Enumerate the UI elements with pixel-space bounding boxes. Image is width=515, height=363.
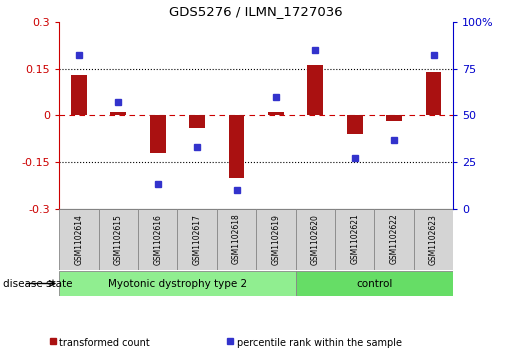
Text: Myotonic dystrophy type 2: Myotonic dystrophy type 2: [108, 278, 247, 289]
Bar: [374, 209, 414, 270]
Text: GSM1102620: GSM1102620: [311, 214, 320, 265]
Bar: [268, 112, 284, 115]
Text: control: control: [356, 278, 392, 289]
Bar: [110, 112, 126, 115]
Bar: [296, 209, 335, 270]
Text: GSM1102615: GSM1102615: [114, 214, 123, 265]
Text: transformed count: transformed count: [59, 338, 150, 348]
Bar: [335, 209, 374, 270]
Text: GSM1102618: GSM1102618: [232, 214, 241, 264]
Bar: [296, 271, 453, 296]
Bar: [99, 209, 138, 270]
Bar: [386, 115, 402, 122]
Text: percentile rank within the sample: percentile rank within the sample: [237, 338, 402, 348]
Bar: [150, 115, 166, 152]
Text: GSM1102622: GSM1102622: [390, 214, 399, 264]
Text: disease state: disease state: [3, 278, 72, 289]
Bar: [59, 271, 296, 296]
Bar: [189, 115, 205, 128]
Bar: [217, 209, 256, 270]
Bar: [256, 209, 296, 270]
Bar: [425, 72, 441, 115]
Bar: [177, 209, 217, 270]
Text: GSM1102619: GSM1102619: [271, 214, 280, 265]
Bar: [307, 65, 323, 115]
Title: GDS5276 / ILMN_1727036: GDS5276 / ILMN_1727036: [169, 5, 343, 18]
Bar: [138, 209, 177, 270]
Bar: [414, 209, 453, 270]
Text: GSM1102623: GSM1102623: [429, 214, 438, 265]
Bar: [59, 209, 99, 270]
Bar: [347, 115, 363, 134]
Text: GSM1102614: GSM1102614: [75, 214, 83, 265]
Text: GSM1102621: GSM1102621: [350, 214, 359, 264]
Text: GSM1102617: GSM1102617: [193, 214, 201, 265]
Bar: [71, 75, 87, 115]
Text: GSM1102616: GSM1102616: [153, 214, 162, 265]
Bar: [229, 115, 245, 178]
